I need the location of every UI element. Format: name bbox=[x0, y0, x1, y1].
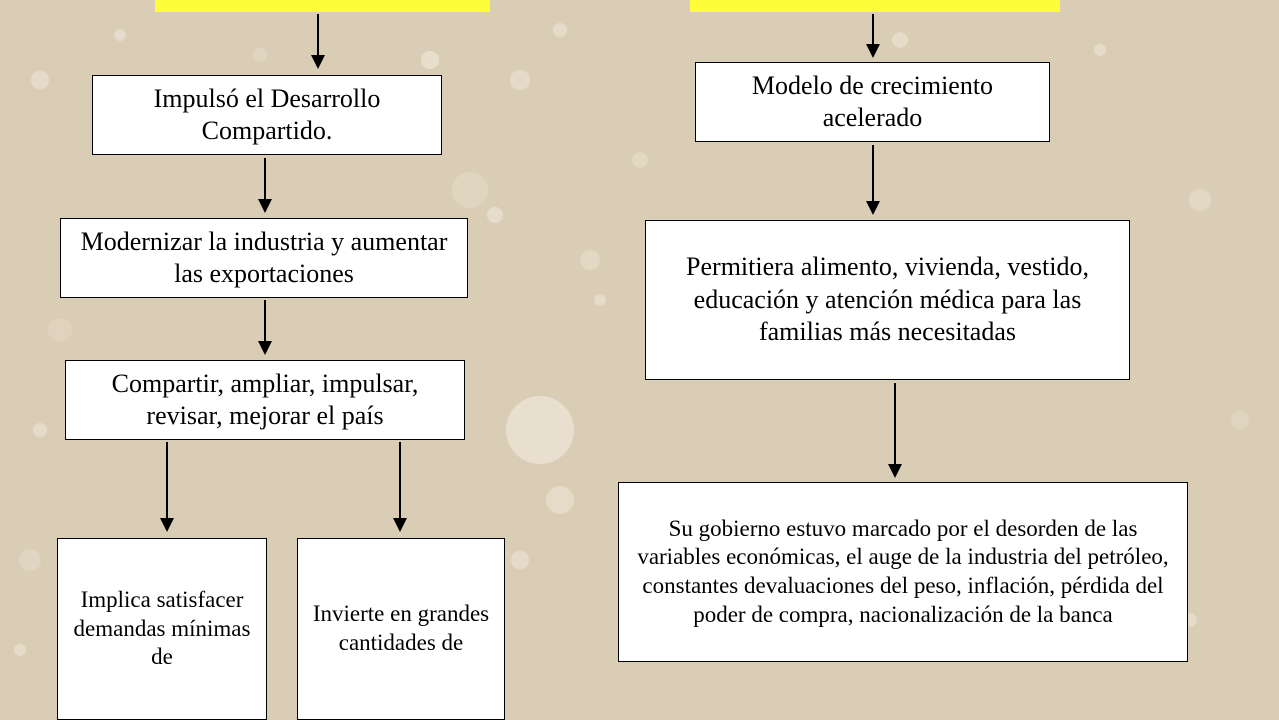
flow-node-n-right-3: Su gobierno estuvo marcado por el desord… bbox=[618, 482, 1188, 662]
flow-node-n-left-4a: Implica satisfacer demandas mínimas de bbox=[57, 538, 267, 720]
header-node-hdr-right bbox=[690, 0, 1060, 12]
flow-node-n-left-2: Modernizar la industria y aumentar las e… bbox=[60, 218, 468, 298]
flowchart-canvas: Impulsó el Desarrollo Compartido. Moderni… bbox=[0, 0, 1279, 720]
flow-node-n-left-3: Compartir, ampliar, impulsar, revisar, m… bbox=[65, 360, 465, 440]
header-node-hdr-left bbox=[155, 0, 490, 12]
flow-node-n-right-2: Permitiera alimento, vivienda, vestido, … bbox=[645, 220, 1130, 380]
flow-node-n-right-1: Modelo de crecimiento acelerado bbox=[695, 62, 1050, 142]
flow-node-n-left-4b: Invierte en grandes cantidades de bbox=[297, 538, 505, 720]
flow-node-n-left-1: Impulsó el Desarrollo Compartido. bbox=[92, 75, 442, 155]
